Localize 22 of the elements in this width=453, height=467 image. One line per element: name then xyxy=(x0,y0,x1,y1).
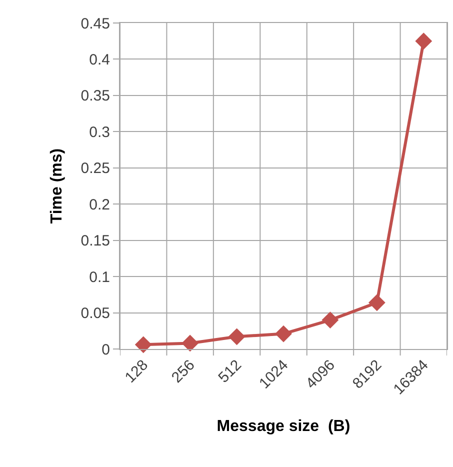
point xyxy=(415,32,432,50)
y-tick-label: 0.05 xyxy=(80,305,110,322)
y-tick-label: 0.35 xyxy=(80,88,110,105)
y-tick-label: 0 xyxy=(102,341,110,358)
x-axis-title: Message size (B) xyxy=(216,418,350,435)
point xyxy=(182,334,199,352)
y-axis-title: Time (ms) xyxy=(48,148,66,224)
point xyxy=(228,328,246,346)
y-tick-label: 0.3 xyxy=(89,124,110,141)
y-tick-label: 0.2 xyxy=(89,196,110,214)
y-tick-label: 0.25 xyxy=(80,160,110,178)
point xyxy=(275,325,292,342)
point xyxy=(134,336,152,354)
point xyxy=(322,312,339,328)
y-tick-label: 0.45 xyxy=(80,15,110,32)
y-tick-label: 0.15 xyxy=(80,232,110,250)
y-tick-label: 0.4 xyxy=(89,51,110,68)
y-tick-label: 0.1 xyxy=(89,268,110,286)
point xyxy=(368,294,386,312)
x-tick-label: 512 xyxy=(215,356,245,386)
x-tick-label: 256 xyxy=(168,356,198,386)
x-tick-label: 128 xyxy=(122,356,152,386)
